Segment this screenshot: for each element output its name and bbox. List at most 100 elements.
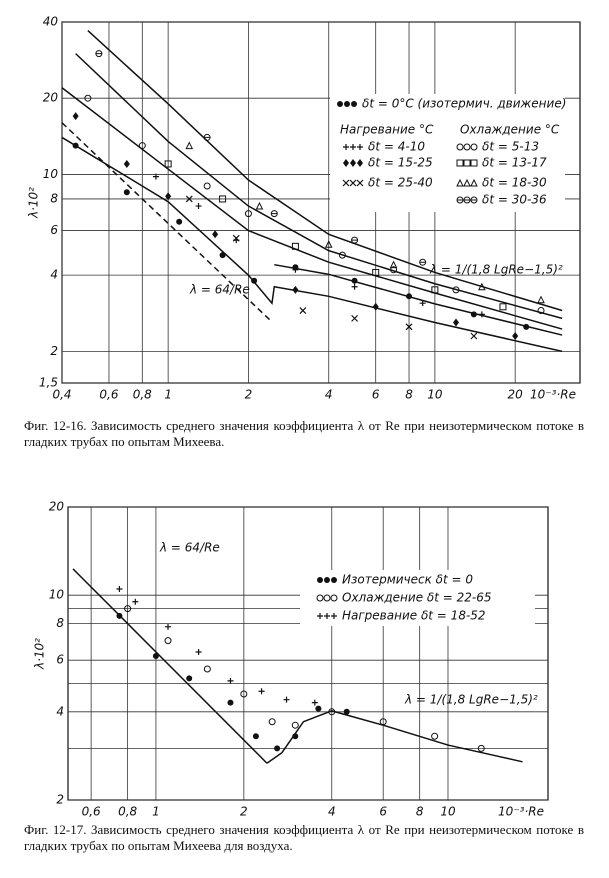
- x-tick-label: 0,6: [82, 805, 101, 819]
- y-tick-label: 4: [50, 268, 58, 282]
- point: [470, 332, 478, 340]
- curve: [72, 568, 268, 764]
- point: [123, 189, 130, 196]
- legend-entry: δt = 5-13: [482, 140, 539, 154]
- legend-marker: [343, 159, 349, 167]
- y-axis-label: λ·10²: [27, 187, 41, 219]
- x-axis-label: 10⁻³·Re: [530, 388, 576, 402]
- legend-marker: [317, 577, 323, 583]
- point: [258, 688, 265, 695]
- x-tick-label: 0,4: [52, 388, 71, 402]
- point: [116, 612, 123, 619]
- legend-marker: [456, 196, 464, 204]
- x-tick-label: 6: [372, 388, 380, 402]
- point: [219, 252, 226, 259]
- annotation: λ = 1/(1,8 LgRe−1,5)²: [429, 263, 563, 277]
- point: [419, 300, 426, 307]
- point: [324, 240, 333, 248]
- caption: Фиг. 12-17. Зависимость среднего значени…: [24, 822, 584, 853]
- y-tick-label: 10: [49, 588, 65, 602]
- point: [164, 637, 172, 645]
- legend-entry: δt = 18-30: [482, 176, 547, 190]
- point: [219, 195, 227, 203]
- x-tick-label: 8: [405, 388, 413, 402]
- point: [389, 260, 398, 269]
- curve: [266, 710, 523, 764]
- point: [116, 585, 123, 592]
- point: [351, 314, 359, 322]
- legend-entry: δt = 0°C (изотермич. движение): [362, 97, 566, 111]
- point: [203, 665, 211, 673]
- annotation: λ = 64/Re: [189, 283, 250, 297]
- point: [512, 332, 519, 341]
- curve: [61, 87, 563, 330]
- point: [164, 160, 172, 168]
- point: [478, 311, 485, 318]
- point: [292, 285, 299, 294]
- legend-marker: [349, 179, 357, 187]
- legend-marker: [470, 196, 478, 204]
- legend-entry: δt = 13-17: [482, 156, 547, 170]
- point: [138, 142, 146, 150]
- legend-marker: [357, 144, 363, 150]
- legend-marker: [344, 101, 350, 107]
- point: [152, 173, 159, 180]
- legend-marker: [470, 178, 478, 187]
- point: [132, 598, 139, 605]
- y-tick-label: 8: [50, 191, 58, 205]
- point: [291, 721, 299, 729]
- y-tick-label: 2: [50, 344, 58, 358]
- point: [328, 708, 336, 716]
- x-tick-label: 0,8: [133, 388, 152, 402]
- point: [124, 605, 132, 613]
- point: [390, 266, 398, 274]
- point: [283, 696, 290, 703]
- legend-entry: δt = 15-25: [368, 156, 433, 170]
- point: [292, 266, 299, 273]
- legend-marker: [337, 101, 343, 107]
- point: [251, 277, 258, 284]
- point: [165, 192, 172, 201]
- legend-marker: [342, 179, 350, 187]
- legend-header: Нагревание °С: [340, 123, 434, 137]
- point: [477, 744, 485, 752]
- point: [203, 182, 211, 190]
- point: [255, 201, 264, 210]
- point: [351, 236, 359, 244]
- point: [95, 50, 103, 58]
- point: [195, 203, 202, 210]
- point: [478, 282, 486, 291]
- point: [152, 653, 159, 660]
- x-tick-label: 10: [440, 805, 456, 819]
- legend-marker: [316, 594, 324, 602]
- legend-marker: [331, 577, 337, 583]
- legend-entry: δt = 4-10: [368, 140, 425, 154]
- point: [227, 677, 234, 684]
- point: [252, 733, 259, 740]
- point: [123, 159, 130, 168]
- legend-box: [300, 570, 535, 626]
- point: [203, 133, 211, 141]
- legend-marker: [356, 179, 364, 187]
- y-tick-label: 4: [56, 704, 64, 718]
- point: [292, 733, 299, 740]
- y-tick-label: 40: [43, 15, 59, 29]
- x-tick-label: 4: [325, 388, 333, 402]
- point: [351, 277, 358, 284]
- x-tick-label: 4: [328, 805, 336, 819]
- legend-header: Охлаждение °С: [460, 123, 560, 137]
- point: [299, 307, 307, 314]
- caption: Фиг. 12-16. Зависимость среднего значени…: [24, 418, 584, 449]
- x-tick-label: 20: [508, 388, 524, 402]
- legend-marker: [463, 178, 471, 187]
- x-tick-label: 8: [416, 805, 424, 819]
- legend-marker: [331, 613, 337, 619]
- curve: [61, 136, 563, 353]
- legend-entry: Изотермическ δt = 0: [342, 573, 473, 587]
- point: [315, 705, 322, 712]
- legend-marker: [470, 143, 478, 151]
- point: [268, 718, 276, 726]
- x-tick-label: 0,8: [118, 805, 137, 819]
- plot-frame: [67, 506, 549, 801]
